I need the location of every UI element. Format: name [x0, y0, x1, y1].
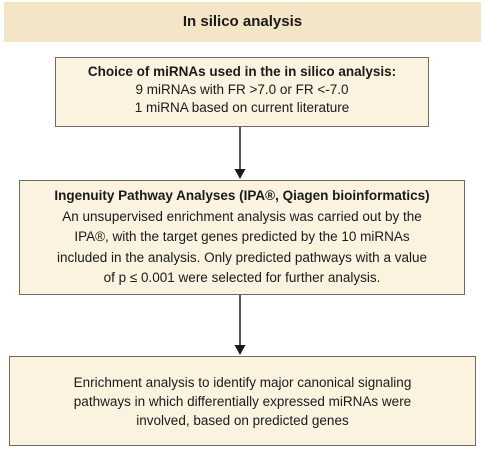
- enrichment-box: Enrichment analysis to identify major ca…: [9, 356, 476, 446]
- choice-box-title: Choice of miRNAs used in the in silico a…: [87, 64, 397, 79]
- ipa-box-line: included in the analysis. Only predicted…: [57, 249, 427, 265]
- choice-box: Choice of miRNAs used in the in silico a…: [55, 57, 429, 127]
- arrow-down-icon: [234, 295, 246, 355]
- ipa-box-line: of p ≤ 0.001 were selected for further a…: [103, 270, 381, 285]
- arrow-down-icon: [234, 127, 246, 179]
- enrichment-box-line: involved, based on predicted genes: [136, 412, 349, 428]
- choice-box-line: 1 miRNA based on current literature: [134, 100, 350, 115]
- choice-box-line: 9 miRNAs with FR >7.0 or FR <-7.0: [135, 82, 349, 97]
- ipa-box: Ingenuity Pathway Analyses (IPA®, Qiagen…: [19, 180, 465, 295]
- ipa-box-line: IPA®, with the target genes predicted by…: [74, 229, 410, 244]
- header-title: In silico analysis: [182, 13, 303, 30]
- enrichment-box-line: Enrichment analysis to identify major ca…: [73, 374, 412, 390]
- ipa-box-line: An unsupervised enrichment analysis was …: [62, 208, 422, 224]
- enrichment-box-line: pathways in which differentially express…: [73, 393, 412, 409]
- ipa-box-title: Ingenuity Pathway Analyses (IPA®, Qiagen…: [54, 188, 430, 203]
- header-banner: In silico analysis: [4, 2, 481, 42]
